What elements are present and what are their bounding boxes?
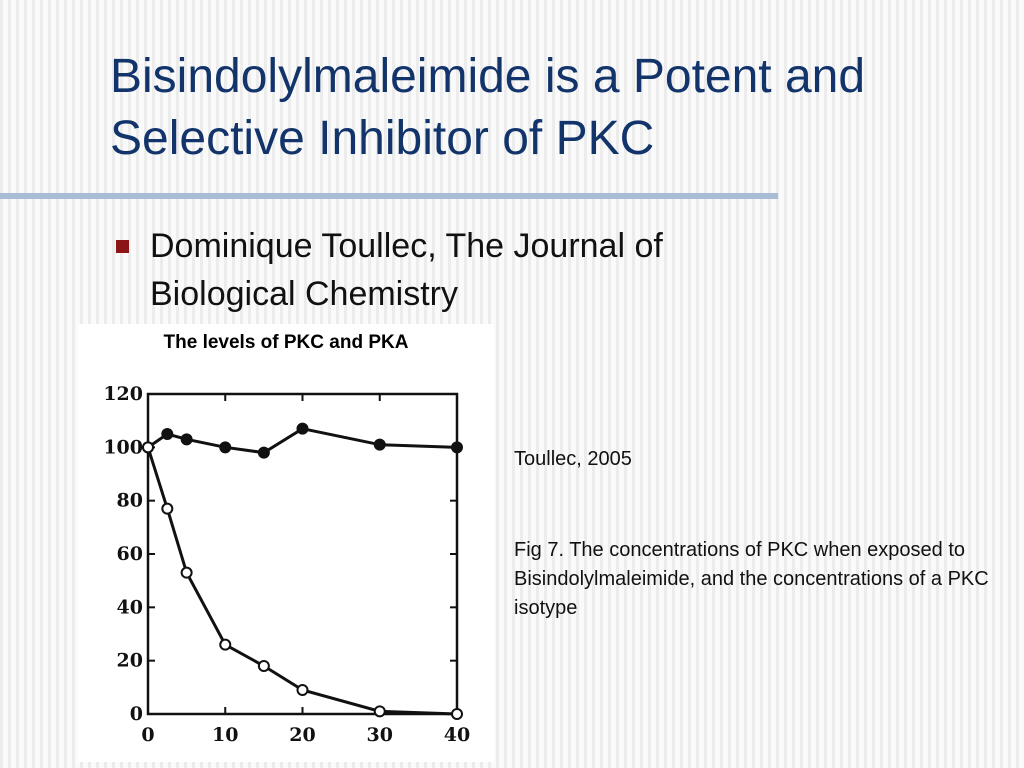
x-tick-label: 30 xyxy=(367,724,393,746)
y-tick-label: 20 xyxy=(117,650,143,672)
series-1-point xyxy=(161,428,174,440)
square-bullet-icon xyxy=(116,240,129,253)
series-2-point xyxy=(161,502,174,515)
series-1-point xyxy=(373,438,386,451)
series-2-line xyxy=(146,446,458,716)
y-tick-label: 80 xyxy=(117,490,143,512)
x-tick-label: 40 xyxy=(444,724,470,746)
x-tick-label: 10 xyxy=(212,724,238,746)
y-tick-label: 0 xyxy=(130,703,143,725)
series-2-point xyxy=(142,441,154,454)
y-tick-label: 100 xyxy=(103,436,143,458)
figure-panel: The levels of PKC and PKA 0 20 40 60 80 100 12… xyxy=(78,324,494,762)
y-tick-label: 120 xyxy=(103,383,143,405)
slide-title: Bisindolylmaleimide is a Potent and Sele… xyxy=(110,50,866,165)
series-1-point xyxy=(296,422,309,435)
series-1-point xyxy=(451,441,463,454)
x-tick-label: 0 xyxy=(141,724,154,746)
series-1-point xyxy=(180,433,193,446)
series-1-point xyxy=(219,441,232,454)
series-2-point xyxy=(219,638,232,651)
series-2-point xyxy=(296,684,309,696)
bullet-text: Dominique Toullec, The Journal of Biolog… xyxy=(150,227,663,313)
chart-title: The levels of PKC and PKA xyxy=(163,332,409,353)
series-2-point xyxy=(180,566,193,579)
series-2-point xyxy=(257,660,270,672)
title-underline xyxy=(0,193,778,199)
y-tick-label: 60 xyxy=(117,543,143,565)
citation-text: Toullec, 2005 xyxy=(514,448,632,470)
figure-description: Fig 7. The concentrations of PKC when ex… xyxy=(514,539,989,619)
series-2-point xyxy=(373,705,386,718)
series-2-point xyxy=(451,708,463,720)
line-chart: 0 20 40 60 80 100 120 0 10 20 30 40 xyxy=(103,383,470,746)
x-tick-label: 20 xyxy=(289,724,315,746)
y-tick-label: 40 xyxy=(117,596,143,618)
series-1-point xyxy=(257,446,270,459)
